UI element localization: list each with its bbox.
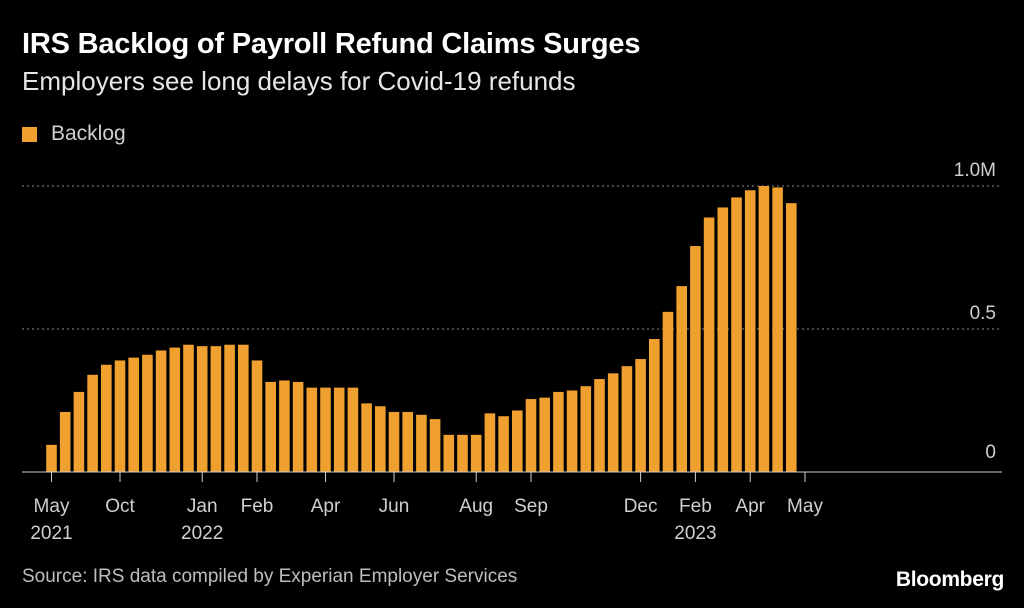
x-tick-label: May (34, 496, 70, 517)
bar (429, 419, 441, 472)
bar (320, 387, 331, 472)
bar (46, 444, 57, 472)
bar (333, 387, 345, 472)
bar (649, 339, 660, 472)
bar (265, 381, 276, 472)
bar (196, 346, 208, 472)
bar (251, 360, 263, 472)
bar (717, 207, 729, 472)
bar (512, 410, 523, 472)
source-note: Source: IRS data compiled by Experian Em… (22, 566, 518, 587)
y-tick-label: 0.5 (970, 303, 996, 324)
bar (635, 359, 646, 472)
x-tick-label: Apr (311, 496, 341, 517)
bar (566, 390, 578, 472)
bar (155, 350, 167, 472)
bar (457, 434, 468, 472)
bar (525, 399, 537, 472)
bar (114, 360, 126, 472)
x-tick-year-label: 2023 (674, 523, 716, 544)
bar (361, 403, 372, 472)
x-tick-label: Sep (514, 496, 548, 517)
bar (690, 246, 701, 472)
bar (470, 434, 482, 472)
bar (183, 344, 194, 472)
bar (662, 311, 674, 472)
bar (703, 217, 715, 472)
bar (539, 397, 550, 472)
x-tick-label: Apr (735, 496, 765, 517)
x-tick-label: Feb (241, 496, 274, 517)
bar (443, 434, 455, 472)
bar (786, 203, 797, 472)
x-tick-label: Feb (679, 496, 712, 517)
x-tick-year-label: 2021 (30, 523, 72, 544)
bar (498, 416, 509, 472)
x-tick-label: Aug (459, 496, 493, 517)
bar (621, 366, 633, 472)
legend-label: Backlog (51, 122, 126, 145)
bar (279, 380, 290, 472)
bar (744, 190, 756, 473)
bar (607, 373, 619, 472)
bar (169, 347, 181, 472)
x-tick-label: Jan (187, 496, 218, 517)
bar (388, 411, 400, 472)
bar (73, 391, 85, 472)
bar (594, 379, 605, 472)
bar (416, 414, 427, 472)
x-tick-year-label: 2022 (181, 523, 223, 544)
bar (292, 381, 304, 472)
bar (224, 344, 235, 472)
legend: Backlog (22, 122, 126, 146)
legend-swatch (22, 126, 37, 142)
chart-subtitle: Employers see long delays for Covid-19 r… (22, 66, 576, 96)
bar (375, 406, 386, 472)
bar (306, 387, 318, 472)
bar (128, 357, 139, 472)
x-tick-label: Dec (624, 496, 658, 517)
bar (758, 186, 770, 472)
bar (87, 374, 98, 472)
bar (59, 411, 71, 472)
bar (731, 197, 742, 472)
bar (238, 344, 249, 472)
bar (402, 411, 413, 472)
chart-title: IRS Backlog of Payroll Refund Claims Sur… (22, 28, 641, 60)
x-tick-label: Jun (379, 496, 410, 517)
bar (101, 364, 112, 472)
bar (347, 387, 359, 472)
y-tick-label: 1.0M (954, 160, 996, 181)
bloomberg-logo: Bloomberg (895, 568, 1004, 591)
bar (210, 346, 222, 472)
bar (553, 391, 564, 472)
x-tick-label: May (787, 496, 823, 517)
bar (484, 413, 496, 472)
bar (676, 286, 687, 472)
bar (142, 354, 153, 472)
bar (772, 187, 783, 472)
y-tick-label: 0 (985, 442, 996, 463)
x-tick-label: Oct (105, 496, 135, 517)
bar (580, 386, 592, 472)
